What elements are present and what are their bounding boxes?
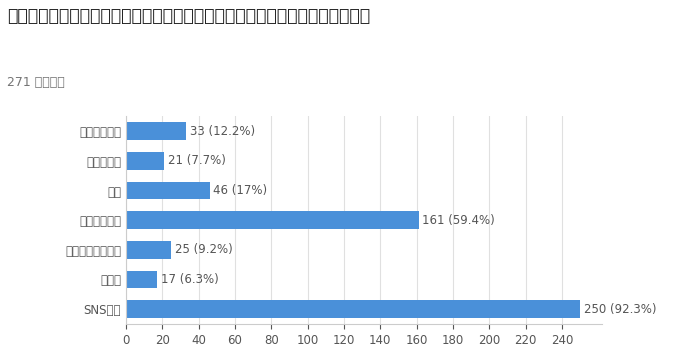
Bar: [126, 300, 580, 318]
Bar: [126, 270, 157, 288]
Bar: [126, 152, 164, 170]
Bar: [126, 122, 186, 140]
Text: 21 (7.7%): 21 (7.7%): [168, 154, 225, 167]
Text: 46 (17%): 46 (17%): [214, 184, 267, 197]
Bar: [126, 241, 172, 259]
Text: 271 件の回答: 271 件の回答: [7, 76, 64, 90]
Text: 25 (9.2%): 25 (9.2%): [175, 244, 233, 256]
Text: 161 (59.4%): 161 (59.4%): [422, 214, 495, 227]
Text: 17 (6.3%): 17 (6.3%): [160, 273, 218, 286]
Text: 33 (12.2%): 33 (12.2%): [190, 125, 255, 138]
Bar: [126, 211, 419, 229]
Bar: [126, 182, 209, 199]
Text: 次のうち、スマホで入力（記録）するものを教えてください。（複数回答可）: 次のうち、スマホで入力（記録）するものを教えてください。（複数回答可）: [7, 7, 370, 25]
Text: 250 (92.3%): 250 (92.3%): [584, 302, 657, 316]
